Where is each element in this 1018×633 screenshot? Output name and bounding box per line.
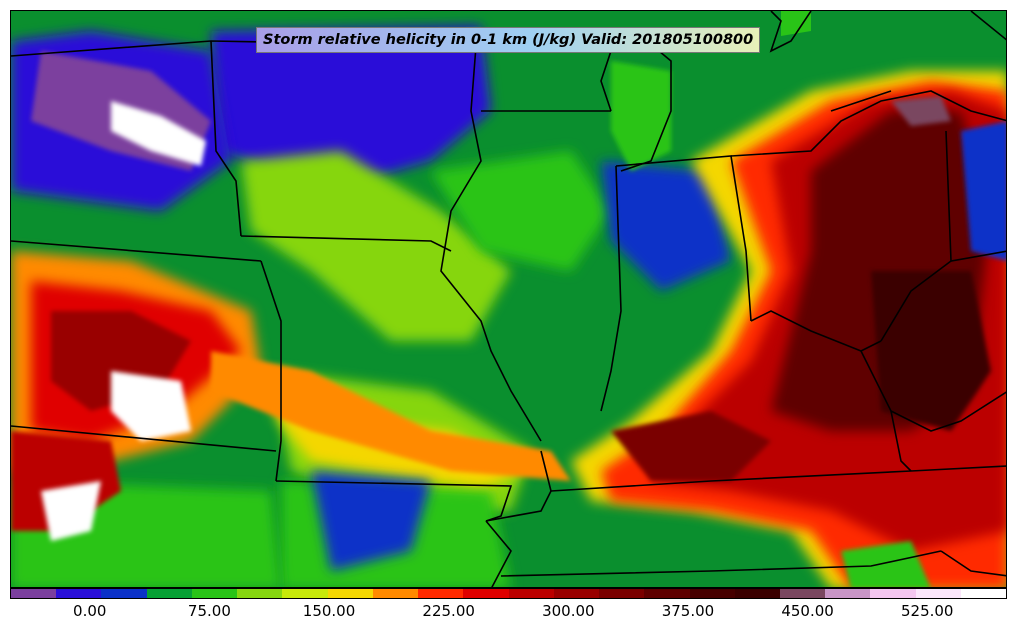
colorbar-swatch [372,589,419,598]
colorbar-swatch [915,589,961,598]
colorbar-swatch [146,589,192,598]
colorbar-swatch [418,589,464,598]
state-boundaries [11,11,1006,587]
colorbar-swatch [779,589,826,598]
colorbar-swatch [101,589,147,598]
colorbar-tick-label: 150.00 [302,602,356,620]
colorbar-swatch [11,589,57,598]
colorbar-swatch [644,589,690,598]
colorbar-swatch [825,589,871,598]
colorbar-swatch [553,589,600,598]
colorbar-swatch [327,589,373,598]
helicity-map [11,11,1006,587]
colorbar-swatch [689,589,735,598]
colorbar-swatch [282,589,328,598]
colorbar-swatch [56,589,102,598]
colorbar-swatch [508,589,554,598]
helicity-field [11,11,1006,587]
map-title: Storm relative helicity in 0-1 km (J/kg)… [256,27,761,53]
colorbar-tick-label: 225.00 [422,602,475,620]
map-frame: Storm relative helicity in 0-1 km (J/kg)… [10,10,1007,588]
colorbar-tick-label: 375.00 [661,602,715,620]
colorbar-swatch [599,589,645,598]
colorbar-tick-label: 300.00 [542,602,595,620]
colorbar-tick-label: 450.00 [781,602,834,620]
colorbar-tick-labels: 0.00 75.00 150.00 225.00 300.00 375.00 450.00 5… [0,602,1018,624]
colorbar [10,588,1007,599]
colorbar-tick-label: 75.00 [187,602,231,620]
colorbar-swatch [870,589,916,598]
colorbar-swatch [463,589,509,598]
colorbar-swatch [734,589,780,598]
colorbar-swatch [960,589,1007,598]
colorbar-tick-label: 525.00 [900,602,954,620]
colorbar-swatch [191,589,238,598]
colorbar-tick-label: 0.00 [73,602,107,620]
colorbar-swatch [237,589,283,598]
